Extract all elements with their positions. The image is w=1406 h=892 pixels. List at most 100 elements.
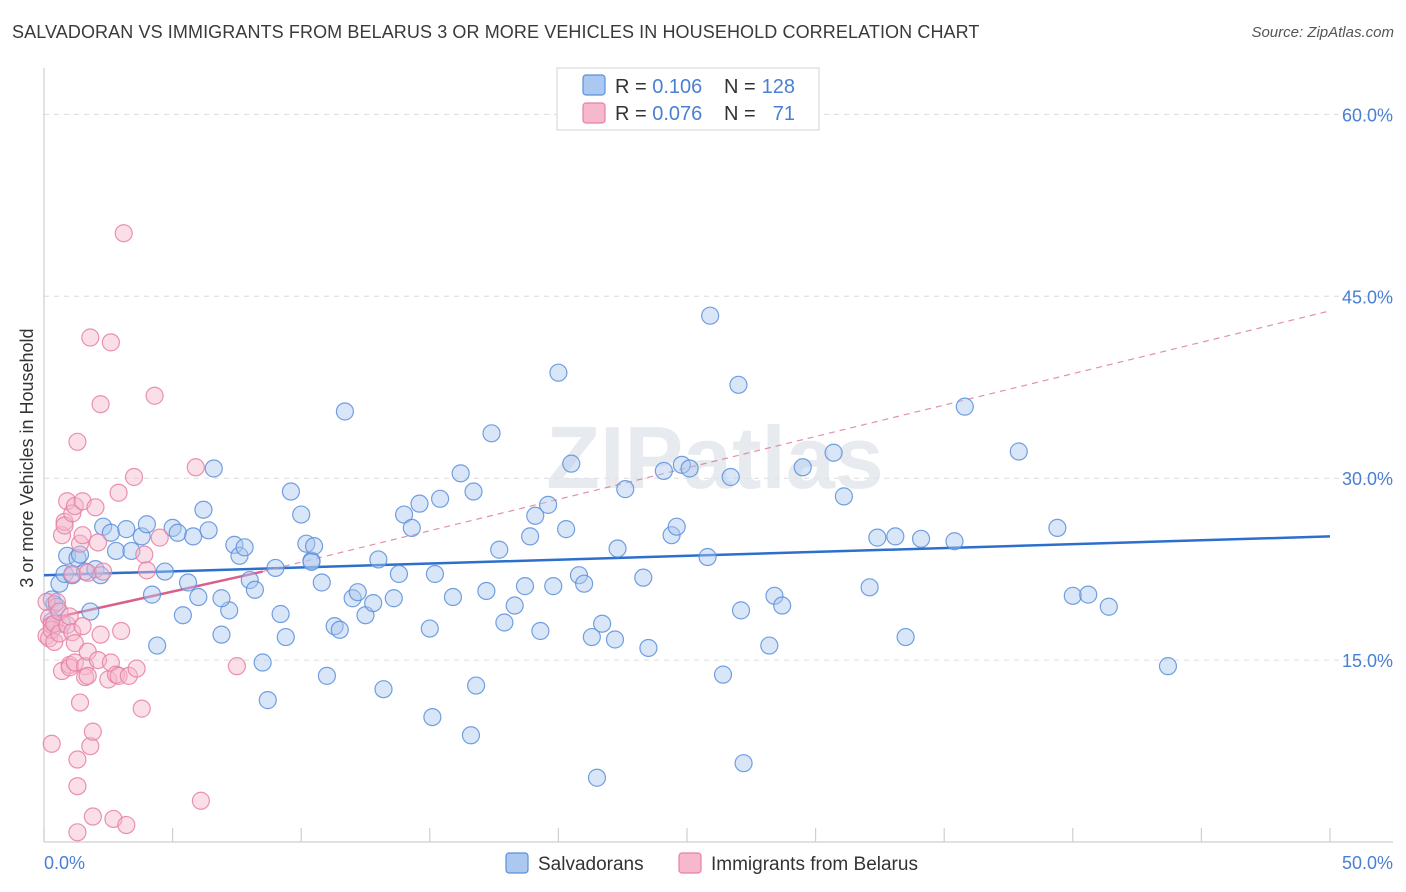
salvadoran-point bbox=[204, 459, 223, 478]
x-tick-label-max: 50.0% bbox=[1342, 853, 1393, 873]
salvadoran-point bbox=[425, 564, 445, 584]
belarus-point bbox=[186, 458, 205, 477]
legend-n-value-1: 128 bbox=[762, 76, 795, 98]
salvadoran-point bbox=[734, 754, 753, 773]
salvadoran-point bbox=[1079, 585, 1098, 604]
belarus-point bbox=[63, 623, 82, 642]
salvadoran-point bbox=[793, 458, 812, 477]
salvadoran-point bbox=[173, 606, 192, 625]
legend-r-label-2: R = bbox=[615, 103, 652, 125]
salvadoran-point bbox=[868, 528, 887, 547]
salvadoran-point bbox=[616, 480, 635, 499]
salvadoran-point bbox=[304, 537, 324, 556]
salvadoran-point bbox=[302, 552, 321, 571]
salvadoran-point bbox=[410, 494, 429, 513]
salvadoran-point bbox=[330, 620, 349, 639]
tick-labels: 15.0% 30.0% 45.0% 60.0% 0.0% 50.0% bbox=[44, 105, 1393, 873]
belarus-point bbox=[109, 483, 128, 502]
belarus-point bbox=[37, 592, 56, 611]
salvadoran-point bbox=[137, 515, 156, 534]
salvadoran-point bbox=[557, 520, 576, 539]
belarus-point bbox=[70, 693, 90, 712]
belarus-point bbox=[78, 563, 97, 582]
belarus-point bbox=[191, 791, 210, 810]
salvadoran-point bbox=[184, 527, 203, 546]
salvadoran-point bbox=[834, 487, 853, 506]
salvadoran-point bbox=[569, 566, 589, 585]
stats-legend: R = 0.106 N = 128 R = 0.076 N = 71 bbox=[556, 67, 820, 131]
salvadoran-point bbox=[945, 532, 964, 551]
belarus-trend-line bbox=[43, 570, 263, 622]
salvadoran-point bbox=[662, 526, 681, 545]
gridlines bbox=[44, 113, 1393, 661]
series-legend-label-salvadorans: Salvadorans bbox=[538, 854, 644, 875]
salvadoran-point bbox=[1063, 586, 1082, 605]
belarus-point bbox=[63, 504, 82, 523]
salvadoran-point bbox=[142, 585, 162, 604]
salvadoran-point bbox=[515, 577, 535, 596]
salvadoran-point bbox=[605, 630, 625, 649]
y-axis-title: 3 or more Vehicles in Household bbox=[17, 328, 37, 587]
salvadoran-point bbox=[420, 619, 439, 638]
belarus-point bbox=[86, 498, 105, 517]
salvadoran-point bbox=[713, 665, 733, 684]
salvadoran-point bbox=[639, 638, 658, 658]
belarus-point bbox=[68, 750, 87, 769]
x-tick-label-min: 0.0% bbox=[44, 853, 85, 873]
salvadoran-point bbox=[230, 546, 249, 565]
series-legend: Salvadorans Immigrants from Belarus bbox=[505, 852, 918, 875]
salvadoran-point bbox=[526, 506, 545, 525]
belarus-point bbox=[78, 666, 97, 685]
salvadoran-point bbox=[587, 768, 607, 787]
salvadoran-point bbox=[911, 529, 931, 548]
salvadoran-point bbox=[266, 558, 285, 578]
belarus-point bbox=[101, 333, 120, 352]
salvadoran-point bbox=[1099, 597, 1118, 616]
series-legend-swatch-belarus bbox=[678, 852, 702, 874]
salvadoran-point bbox=[348, 583, 367, 602]
belarus-point bbox=[91, 625, 110, 644]
belarus-point bbox=[83, 807, 102, 826]
salvadoran-point bbox=[544, 577, 563, 596]
data-points bbox=[37, 224, 1178, 842]
trend-lines bbox=[43, 310, 1331, 622]
salvadoran-point bbox=[593, 614, 612, 633]
salvadoran-point bbox=[490, 540, 509, 559]
salvadoran-point bbox=[824, 443, 843, 462]
salvadoran-point bbox=[369, 550, 388, 569]
y-tick-label: 45.0% bbox=[1342, 287, 1393, 307]
salvadoran-point bbox=[731, 601, 751, 620]
salvadoran-point bbox=[701, 306, 720, 325]
salvadoran-point bbox=[394, 505, 414, 524]
salvadoran-point bbox=[155, 562, 174, 581]
salvadoran-point bbox=[896, 627, 915, 647]
belarus-point bbox=[124, 467, 144, 487]
legend-n-label-2: N = bbox=[724, 103, 756, 125]
belarus-point bbox=[73, 617, 92, 636]
salvadoran-point bbox=[634, 568, 653, 587]
salvadoran-point bbox=[531, 621, 550, 641]
salvadoran-point bbox=[549, 363, 568, 382]
salvadoran-point bbox=[148, 636, 167, 655]
y-tick-label: 15.0% bbox=[1342, 651, 1393, 671]
salvadoran-point bbox=[240, 570, 259, 590]
salvadoran-point bbox=[482, 424, 501, 443]
salvadoran-point bbox=[253, 653, 272, 672]
series-legend-swatch-salvadorans bbox=[505, 852, 529, 874]
belarus-point bbox=[145, 386, 164, 405]
salvadoran-point bbox=[235, 538, 254, 557]
salvadoran-point bbox=[608, 539, 627, 558]
belarus-point bbox=[42, 734, 61, 753]
chart-source: Source: ZipAtlas.com bbox=[1251, 24, 1394, 41]
salvadoran-point bbox=[765, 586, 784, 605]
belarus-point bbox=[88, 533, 108, 552]
salvadoran-point bbox=[495, 613, 514, 632]
salvadoran-point bbox=[582, 627, 601, 647]
salvadoran-point bbox=[562, 454, 581, 473]
salvadoran-point bbox=[402, 518, 421, 538]
belarus-point bbox=[112, 621, 131, 641]
salvadoran-point bbox=[773, 596, 792, 615]
salvadoran-point bbox=[81, 602, 100, 621]
salvadoran-point bbox=[189, 587, 208, 607]
legend-r-value-1: 0.106 bbox=[652, 76, 702, 98]
